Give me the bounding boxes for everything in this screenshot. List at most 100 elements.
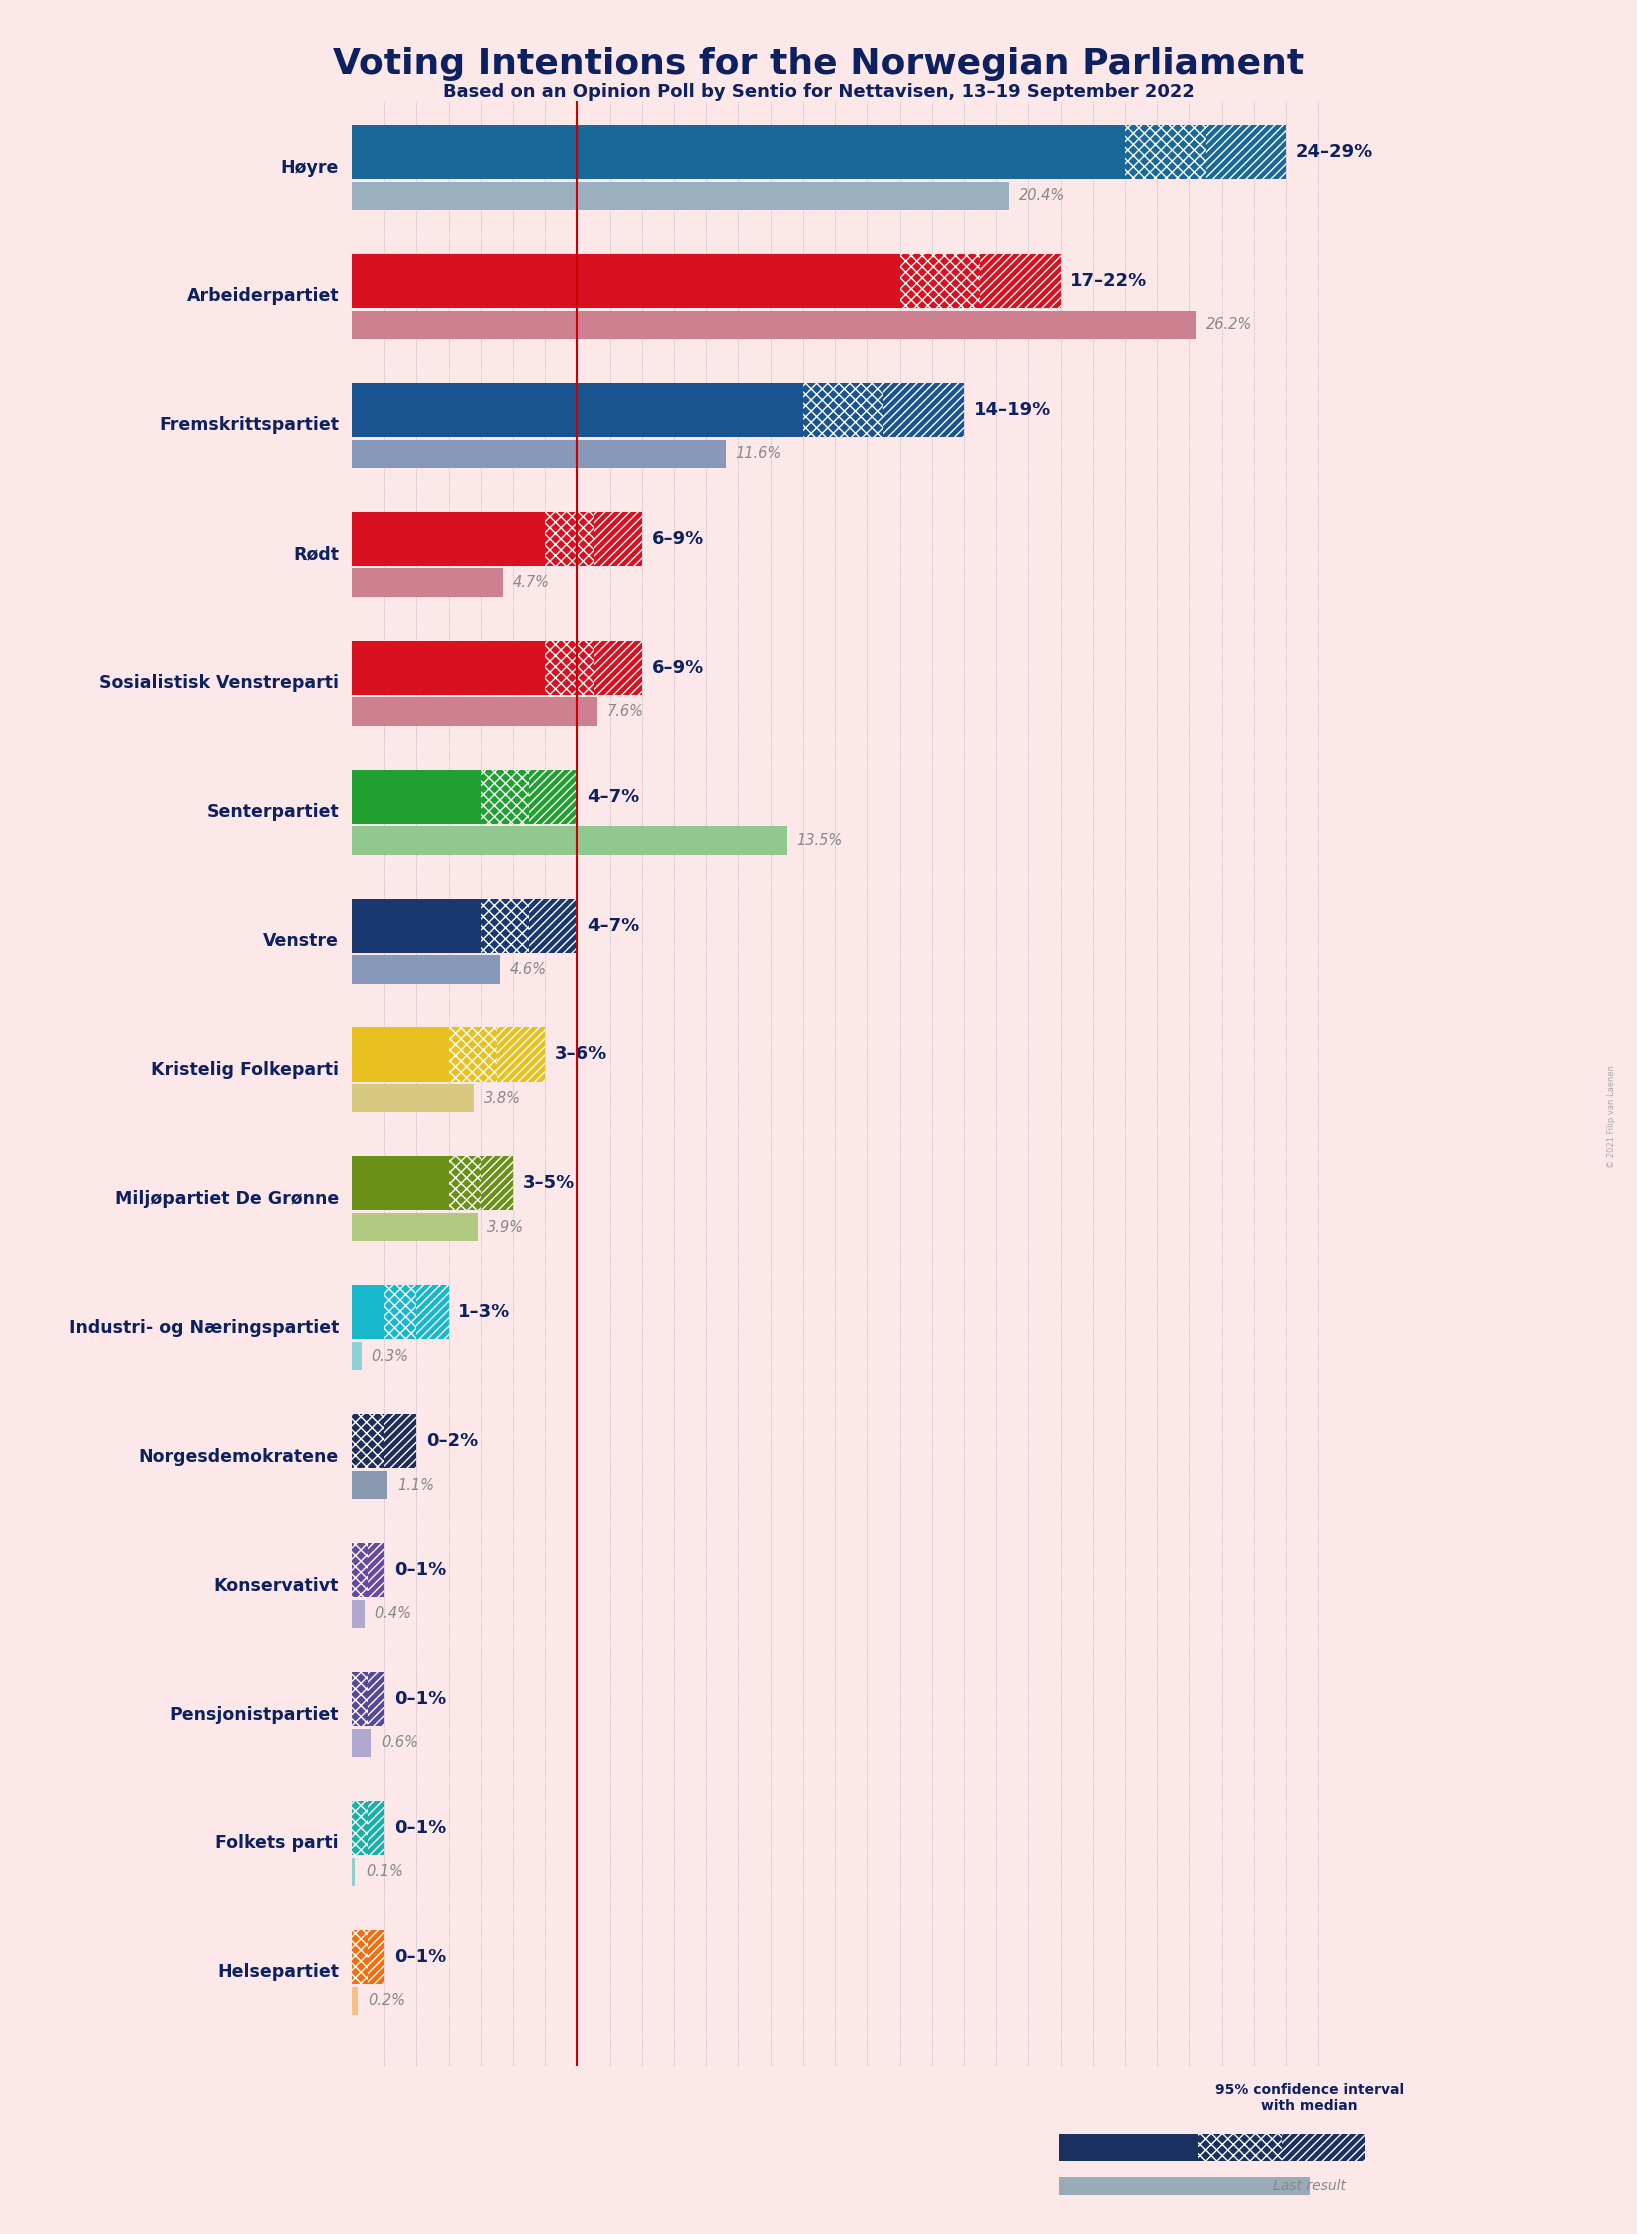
Text: 0.4%: 0.4% <box>375 1606 411 1622</box>
Bar <box>352 181 1008 210</box>
Text: Venstre: Venstre <box>264 932 339 949</box>
Bar <box>1059 2133 1198 2160</box>
Text: 26.2%: 26.2% <box>1205 317 1252 333</box>
Bar <box>368 1801 385 1854</box>
Bar <box>545 641 594 695</box>
Bar <box>802 382 884 438</box>
Bar <box>594 512 642 565</box>
Bar <box>352 1930 368 1984</box>
Text: Høyre: Høyre <box>280 159 339 176</box>
Bar <box>545 512 594 565</box>
Text: 0.2%: 0.2% <box>368 1993 404 2008</box>
Bar <box>352 382 802 438</box>
Bar <box>352 255 900 308</box>
Text: Last result: Last result <box>1274 2178 1346 2194</box>
Bar <box>352 1671 368 1727</box>
Bar <box>352 1213 478 1242</box>
Bar <box>352 567 503 596</box>
Text: Rødt: Rødt <box>293 545 339 563</box>
Text: 6–9%: 6–9% <box>652 529 704 547</box>
Text: 0–1%: 0–1% <box>395 1818 445 1836</box>
Text: Senterpartiet: Senterpartiet <box>206 804 339 822</box>
Bar <box>352 311 1197 340</box>
Bar <box>352 1285 385 1340</box>
Text: Konservativt: Konservativt <box>214 1577 339 1595</box>
Bar <box>1125 125 1205 179</box>
Bar <box>900 255 981 308</box>
Bar <box>529 768 578 824</box>
Text: © 2021 Filip van Laenen: © 2021 Filip van Laenen <box>1608 1066 1616 1168</box>
Text: 17–22%: 17–22% <box>1071 273 1148 290</box>
Text: 0.1%: 0.1% <box>367 1865 403 1879</box>
Bar <box>368 1544 385 1597</box>
Text: 20.4%: 20.4% <box>1018 188 1066 203</box>
Text: 3.9%: 3.9% <box>488 1220 524 1235</box>
Bar <box>385 1285 416 1340</box>
Bar <box>352 1544 368 1597</box>
Bar <box>449 1028 498 1081</box>
Text: 3.8%: 3.8% <box>485 1090 521 1106</box>
Bar <box>1205 125 1287 179</box>
Text: 1.1%: 1.1% <box>398 1477 434 1492</box>
Bar <box>981 255 1061 308</box>
Bar <box>498 1028 545 1081</box>
Bar <box>352 1028 449 1081</box>
Bar <box>352 641 545 695</box>
Bar <box>368 1671 385 1727</box>
Text: 4.7%: 4.7% <box>512 574 550 590</box>
Text: 4–7%: 4–7% <box>588 916 640 934</box>
Bar <box>481 898 529 952</box>
Bar <box>884 382 964 438</box>
Bar <box>352 1083 475 1113</box>
Bar <box>352 697 598 726</box>
Bar <box>594 641 642 695</box>
Text: 0.3%: 0.3% <box>372 1349 408 1363</box>
Bar <box>352 1414 385 1468</box>
Text: 0.6%: 0.6% <box>381 1736 417 1751</box>
Text: Industri- og Næringspartiet: Industri- og Næringspartiet <box>69 1318 339 1336</box>
Text: 0–1%: 0–1% <box>395 1948 445 1966</box>
Bar <box>352 1343 362 1369</box>
Text: 0–2%: 0–2% <box>426 1432 478 1450</box>
Text: 0–1%: 0–1% <box>395 1562 445 1579</box>
Bar <box>352 125 1125 179</box>
Bar <box>352 1157 449 1211</box>
Text: Norgesdemokratene: Norgesdemokratene <box>139 1448 339 1466</box>
Text: Pensjonistpartiet: Pensjonistpartiet <box>170 1705 339 1722</box>
Bar <box>352 956 501 983</box>
Text: 7.6%: 7.6% <box>606 704 643 719</box>
Text: 6–9%: 6–9% <box>652 659 704 677</box>
Bar <box>529 898 578 952</box>
Bar <box>385 1414 416 1468</box>
Text: Helsepartiet: Helsepartiet <box>218 1964 339 1982</box>
Bar <box>481 1157 512 1211</box>
Bar <box>352 768 481 824</box>
Bar <box>481 768 529 824</box>
Bar <box>352 827 787 856</box>
Text: 0–1%: 0–1% <box>395 1691 445 1709</box>
Text: 11.6%: 11.6% <box>735 447 781 460</box>
Bar <box>1198 2133 1282 2160</box>
Text: 24–29%: 24–29% <box>1297 143 1373 161</box>
Bar <box>1282 2133 1365 2160</box>
Text: Arbeiderpartiet: Arbeiderpartiet <box>187 288 339 306</box>
Bar <box>1059 2176 1310 2194</box>
Bar <box>352 1600 365 1629</box>
Text: 14–19%: 14–19% <box>974 400 1051 420</box>
Bar <box>416 1285 449 1340</box>
Bar <box>368 1930 385 1984</box>
Bar <box>449 1157 481 1211</box>
Text: 4–7%: 4–7% <box>588 789 640 806</box>
Bar <box>352 440 725 467</box>
Bar <box>352 1986 359 2015</box>
Text: 3–5%: 3–5% <box>522 1175 575 1193</box>
Text: 95% confidence interval
with median: 95% confidence interval with median <box>1215 2082 1405 2113</box>
Text: Sosialistisk Venstreparti: Sosialistisk Venstreparti <box>100 675 339 693</box>
Text: Based on an Opinion Poll by Sentio for Nettavisen, 13–19 September 2022: Based on an Opinion Poll by Sentio for N… <box>442 83 1195 101</box>
Text: 1–3%: 1–3% <box>458 1302 511 1320</box>
Bar <box>352 1801 368 1854</box>
Bar <box>352 1859 355 1885</box>
Text: 3–6%: 3–6% <box>555 1046 607 1063</box>
Text: Fremskrittspartiet: Fremskrittspartiet <box>159 416 339 433</box>
Bar <box>352 1729 372 1758</box>
